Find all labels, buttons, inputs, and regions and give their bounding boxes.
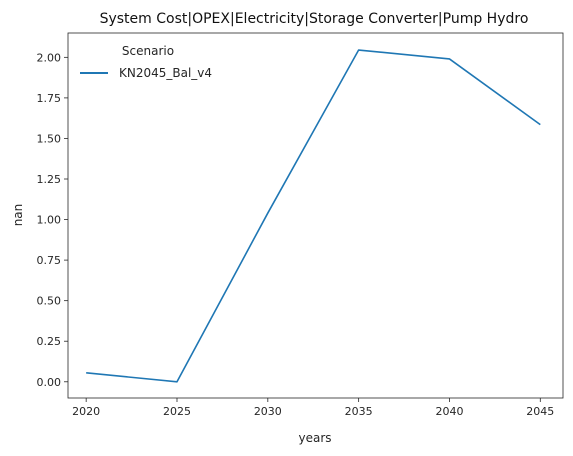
series-layer [86,49,541,383]
chart-title: System Cost|OPEX|Electricity|Storage Con… [100,11,529,27]
x-axis: 2020 2025 2030 2035 2040 2045 [72,398,554,418]
x-tick-label: 2040 [435,405,463,418]
x-tick-label: 2020 [72,405,100,418]
y-tick-label: 1.00 [37,214,62,227]
y-tick-label: 0.50 [37,295,62,308]
y-tick-label: 2.00 [37,51,62,64]
y-tick-label: 0.25 [37,335,62,348]
plot-area [67,32,564,399]
series-line-kn2045-bal-v4 [86,49,541,383]
y-tick-label: 0.75 [37,254,62,267]
y-tick-label: 0.00 [37,376,62,389]
legend-label-kn2045-bal-v4: KN2045_Bal_v4 [119,66,212,80]
y-axis-label: nan [11,204,25,227]
x-tick-label: 2045 [526,405,554,418]
y-axis: 0.00 0.25 0.50 0.75 1.00 1.25 1.50 1.75 2.00 [37,51,68,389]
x-tick-label: 2035 [345,405,373,418]
legend: Scenario KN2045_Bal_v4 [80,44,212,80]
x-tick-label: 2025 [163,405,191,418]
legend-title: Scenario [122,44,174,58]
y-tick-label: 1.50 [37,132,62,145]
x-tick-label: 2030 [254,405,282,418]
y-tick-label: 1.25 [37,173,62,186]
y-tick-label: 1.75 [37,92,62,105]
x-axis-label: years [298,431,331,445]
